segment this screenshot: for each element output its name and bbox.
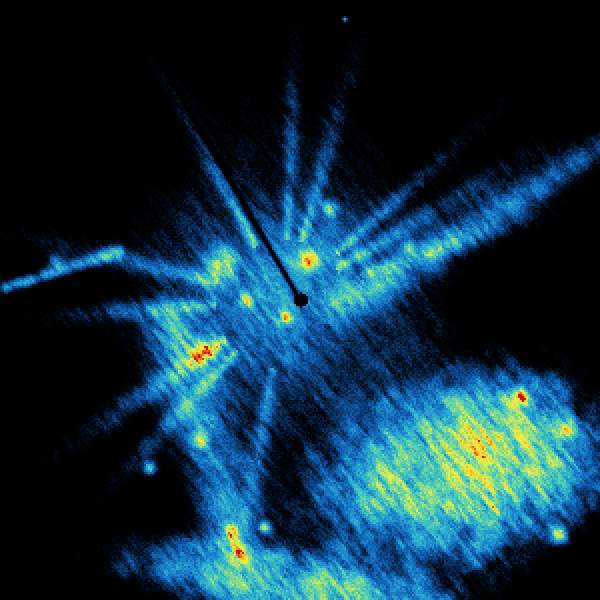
false-color-sky-map: [0, 0, 600, 600]
image-viewport: False-color radio astronomy map on black…: [0, 0, 600, 600]
